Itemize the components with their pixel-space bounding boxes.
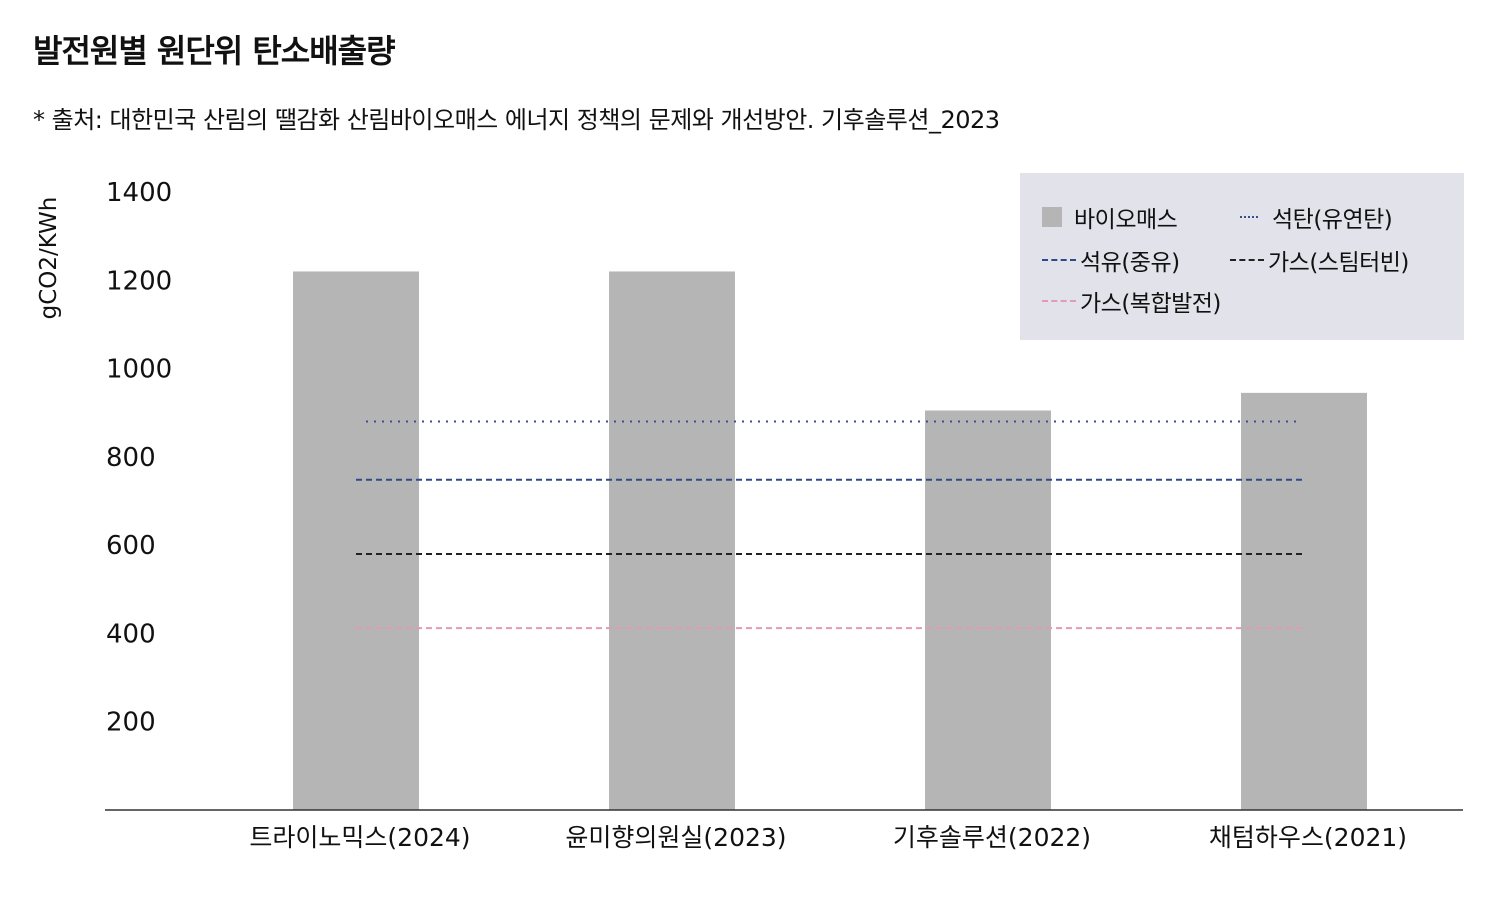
legend-item-gas-combined: 가스(복합발전) bbox=[1042, 284, 1221, 318]
legend-swatch-coal bbox=[1240, 216, 1258, 218]
bar-biomass bbox=[609, 271, 735, 810]
y-tick-label: 800 bbox=[106, 443, 156, 473]
x-tick-label: 채텀하우스(2021) bbox=[1209, 823, 1407, 852]
legend-swatch-biomass bbox=[1042, 207, 1062, 227]
legend-item-coal: 석탄(유연탄) bbox=[1240, 200, 1393, 234]
legend-swatch-oil bbox=[1042, 259, 1076, 261]
y-tick-label: 400 bbox=[106, 619, 156, 649]
legend-label-biomass: 바이오매스 bbox=[1074, 207, 1178, 233]
legend-item-gas-steam: 가스(스팀터빈) bbox=[1230, 243, 1409, 277]
bar-biomass bbox=[1241, 392, 1367, 810]
y-axis-label: gCO2/KWh bbox=[36, 197, 62, 320]
legend-item-biomass: 바이오매스 bbox=[1042, 200, 1178, 234]
y-tick-label: 1400 bbox=[106, 178, 172, 208]
legend-label-gas-combined: 가스(복합발전) bbox=[1080, 291, 1221, 317]
legend-swatch-gas-steam bbox=[1230, 259, 1264, 261]
chart-source-note: * 출처: 대한민국 산림의 땔감화 산림바이오매스 에너지 정책의 문제와 개… bbox=[33, 106, 1000, 134]
bar-biomass bbox=[293, 271, 419, 810]
legend-label-gas-steam: 가스(스팀터빈) bbox=[1268, 250, 1409, 276]
legend: 바이오매스 석탄(유연탄) 석유(중유) 가스(스팀터빈) 가스(복합발전) bbox=[1020, 173, 1464, 340]
legend-item-oil: 석유(중유) bbox=[1042, 243, 1180, 277]
y-tick-label: 1200 bbox=[106, 266, 172, 296]
y-tick-label: 600 bbox=[106, 531, 156, 561]
legend-swatch-gas-combined bbox=[1042, 300, 1076, 302]
y-tick-label: 1000 bbox=[106, 355, 172, 385]
x-tick-label: 윤미향의원실(2023) bbox=[565, 823, 786, 852]
x-tick-label: 트라이노믹스(2024) bbox=[249, 823, 470, 852]
chart-title: 발전원별 원단위 탄소배출량 bbox=[33, 32, 396, 70]
bar-biomass bbox=[925, 410, 1051, 810]
legend-label-coal: 석탄(유연탄) bbox=[1272, 207, 1393, 233]
x-tick-label: 기후솔루션(2022) bbox=[893, 823, 1091, 852]
legend-label-oil: 석유(중유) bbox=[1080, 250, 1180, 276]
y-tick-label: 200 bbox=[106, 708, 156, 738]
